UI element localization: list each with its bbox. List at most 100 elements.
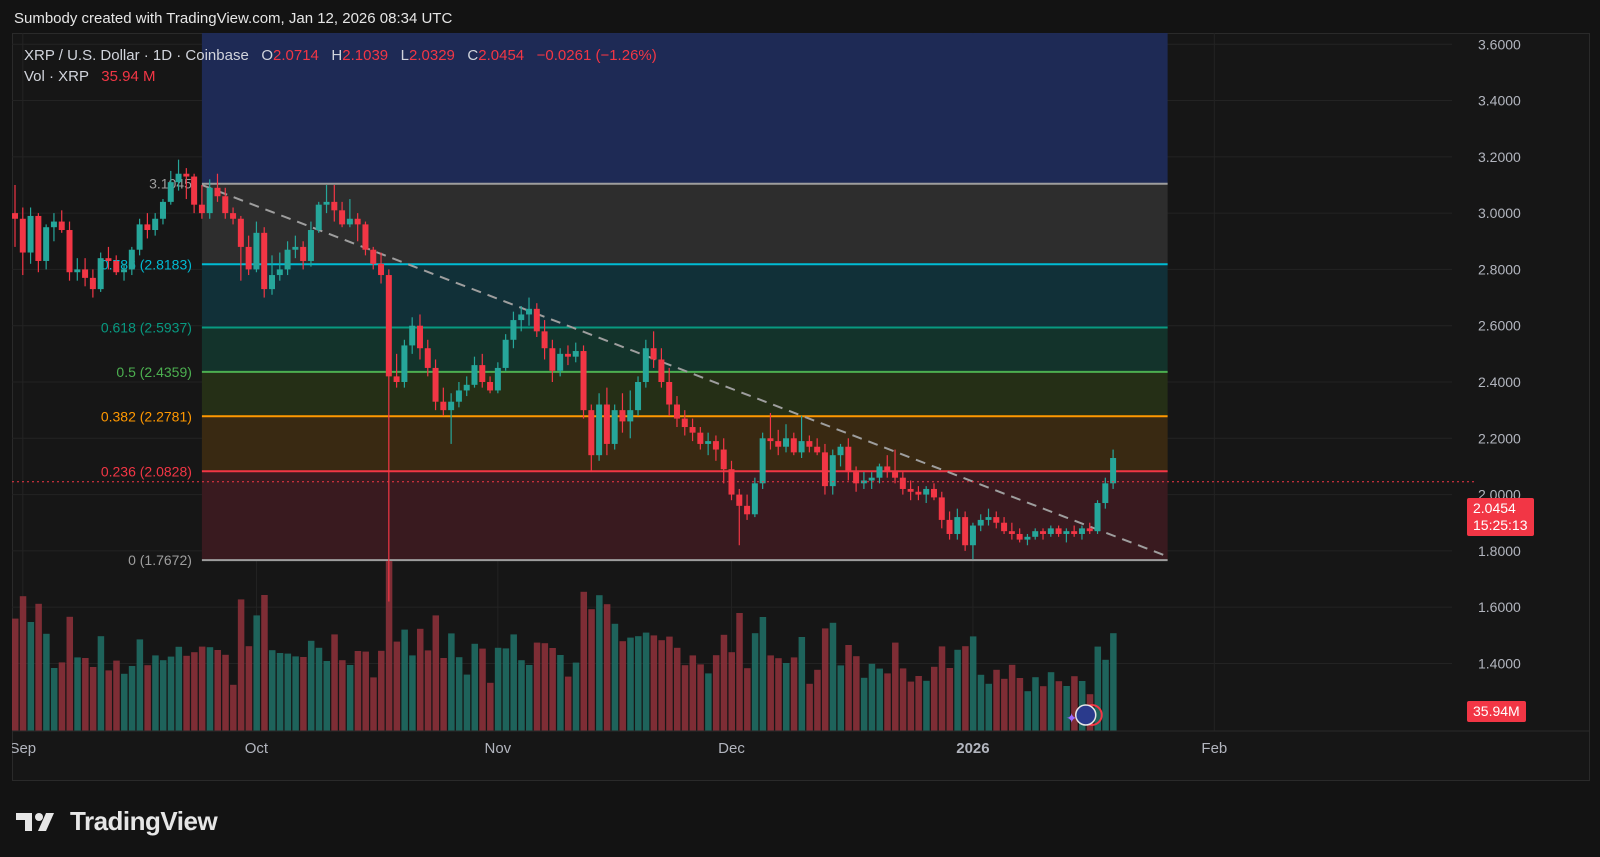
candle-body: [66, 230, 73, 273]
volume-bar: [650, 635, 658, 731]
volume-bar: [448, 633, 455, 731]
candle-body: [253, 232, 260, 270]
volume-bar: [876, 668, 883, 731]
open-label: O: [261, 47, 273, 64]
volume-tag: 35.94M: [1467, 701, 1526, 722]
volume-bar: [1110, 633, 1117, 731]
volume-bar: [518, 660, 525, 731]
candle-body: [307, 230, 314, 261]
candle-body: [385, 275, 392, 377]
candle-body: [829, 455, 836, 487]
y-axis-tick-label: 2.6000: [1478, 318, 1521, 334]
candle-body: [362, 224, 369, 250]
candle-body: [261, 232, 268, 290]
candle-body: [409, 325, 416, 346]
candle-body: [993, 517, 1000, 523]
volume-bar: [315, 647, 323, 731]
candle-body: [518, 314, 525, 321]
candle-body: [432, 367, 439, 402]
volume-bar: [915, 676, 922, 731]
volume-bar: [307, 640, 315, 731]
fib-zone-0.618-0.786: [201, 264, 1168, 328]
volume-bar: [899, 668, 907, 731]
volume-bar: [27, 622, 35, 731]
symbol-title[interactable]: XRP / U.S. Dollar · 1D · Coinbase: [24, 47, 249, 64]
candle-body: [798, 441, 805, 453]
candle-body: [603, 404, 610, 444]
y-axis-tick-label: 1.6000: [1478, 599, 1521, 615]
candle-body: [315, 204, 322, 231]
volume-bar: [541, 643, 549, 731]
volume-bar: [923, 680, 930, 731]
volume-bar: [689, 655, 697, 731]
x-axis-tick-label: Feb: [1201, 740, 1227, 757]
volume-bar: [502, 648, 510, 731]
volume-bar: [783, 663, 790, 731]
volume-bar: [198, 646, 206, 731]
volume-bar: [526, 665, 533, 731]
volume-bar: [697, 664, 704, 731]
candle-body: [744, 505, 751, 515]
volume-bar: [159, 660, 167, 731]
volume-label[interactable]: Vol · XRP: [24, 68, 89, 85]
volume-bar: [720, 634, 728, 731]
candle-body: [572, 351, 579, 357]
candle-body: [1063, 531, 1070, 534]
volume-bar: [385, 561, 393, 731]
volume-bar: [1008, 664, 1016, 731]
candle-body: [27, 215, 34, 253]
volume-bar: [183, 655, 190, 731]
volume-bar: [596, 595, 603, 731]
candle-body: [292, 246, 299, 250]
volume-bar: [494, 647, 502, 731]
candle-body: [121, 269, 128, 273]
volume-bar: [276, 653, 284, 731]
volume-row: Vol · XRP 35.94 M: [24, 66, 657, 87]
candle-body: [853, 472, 860, 484]
volume-bar: [946, 668, 954, 731]
tradingview-logo[interactable]: TradingView: [16, 806, 218, 837]
volume-bar: [572, 662, 580, 731]
candle-body: [370, 249, 377, 264]
candle-body: [12, 213, 18, 219]
candle-body: [557, 353, 564, 371]
x-axis-tick-label: Oct: [245, 740, 269, 757]
candle-body: [1102, 483, 1109, 504]
candle-body: [245, 246, 252, 270]
candle-body: [331, 201, 338, 211]
candle-body: [378, 263, 385, 276]
candle-body: [82, 269, 89, 278]
volume-bar: [471, 643, 478, 731]
volume-bar: [1055, 681, 1063, 731]
volume-bar: [82, 658, 89, 731]
y-axis-tick-label: 1.4000: [1478, 655, 1521, 671]
candle-body: [720, 449, 727, 470]
volume-bar: [331, 634, 338, 731]
volume-bar: [362, 651, 369, 731]
fib-zone-0-0.236: [201, 471, 1168, 561]
volume-bar: [930, 666, 938, 731]
candle-body: [923, 488, 930, 495]
volume-bar: [128, 666, 136, 731]
volume-bar: [907, 681, 915, 731]
candle-body: [401, 345, 408, 382]
volume-bar: [284, 653, 292, 731]
candle-body: [346, 218, 353, 225]
volume-bar: [50, 668, 58, 731]
candle-body: [105, 258, 112, 261]
volume-bar: [962, 646, 969, 731]
candle-body: [806, 441, 813, 447]
candle-body: [502, 339, 509, 368]
volume-bar: [253, 615, 260, 731]
candle-body: [868, 477, 875, 481]
candle-body: [487, 382, 494, 391]
volume-bar: [261, 595, 268, 731]
volume-bar: [1071, 676, 1078, 731]
candle-body: [1078, 528, 1085, 534]
price-chart[interactable]: 0 (1.7672) 0.236 (2.0828) 0.382 (2.2781) 0.…: [12, 33, 1590, 781]
volume-bar: [416, 628, 424, 731]
volume-bar: [611, 623, 619, 731]
candle-body: [1016, 533, 1023, 540]
candle-body: [440, 401, 447, 411]
candle-body: [448, 401, 455, 411]
